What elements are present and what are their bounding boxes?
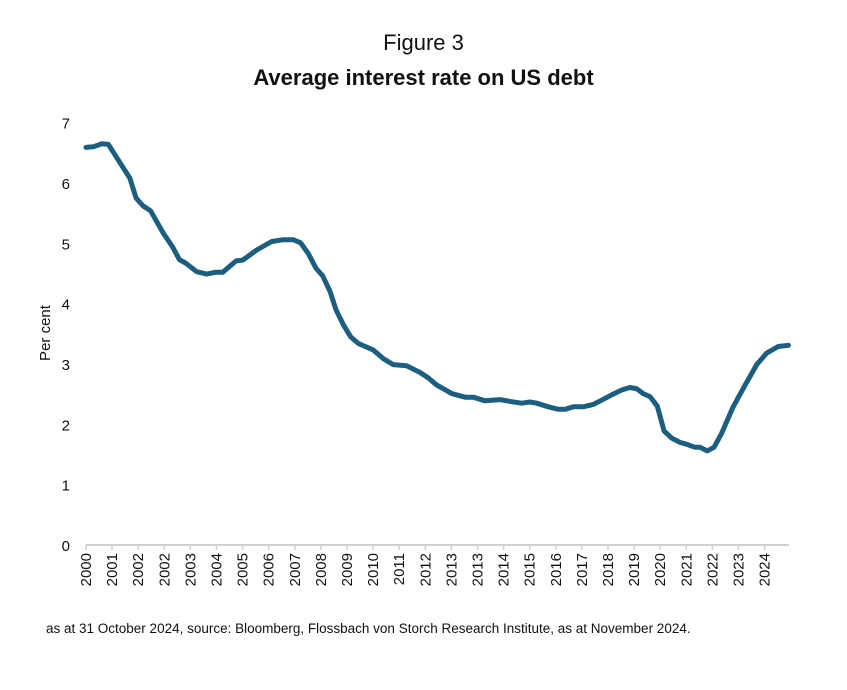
series-line xyxy=(83,141,791,454)
y-tick-label: 4 xyxy=(62,297,70,314)
x-tick-label: 2018 xyxy=(600,553,617,586)
y-tick-label: 6 xyxy=(62,176,70,193)
x-tick-label: 2009 xyxy=(339,553,356,586)
x-tick-label: 2017 xyxy=(574,553,591,586)
x-tick-label: 2012 xyxy=(417,553,434,586)
x-tick-label: 2002 xyxy=(130,553,147,586)
y-tick-label: 0 xyxy=(62,538,70,555)
y-axis-label: Per cent xyxy=(37,304,54,361)
x-tick-label: 2022 xyxy=(704,553,721,586)
x-tick-label: 2011 xyxy=(391,553,408,585)
figure-label: Figure 3 xyxy=(383,30,464,55)
x-axis: 2000 2001 2002 2002 2003 2004 2005 2006 2007 2008… xyxy=(78,544,789,586)
x-tick-label: 2006 xyxy=(261,553,278,586)
y-tick-label: 7 xyxy=(62,116,70,133)
x-tick-label: 2004 xyxy=(209,553,226,586)
footnote: as at 31 October 2024, source: Bloomberg… xyxy=(46,621,691,636)
y-axis: 0 1 2 3 4 5 6 7 xyxy=(62,116,70,555)
x-tick-label: 2002 xyxy=(156,553,173,586)
y-tick-label: 3 xyxy=(62,357,70,374)
x-tick-label: 2000 xyxy=(78,553,95,586)
x-tick-label: 2016 xyxy=(548,553,565,586)
x-tick-label: 2013 xyxy=(443,553,460,586)
x-tick-label: 2021 xyxy=(678,553,695,586)
x-tick-label: 2001 xyxy=(104,553,121,586)
x-tick-label: 2023 xyxy=(731,553,748,586)
x-tick-label: 2020 xyxy=(652,553,669,586)
x-tick-label: 2003 xyxy=(182,553,199,586)
x-tick-label: 2014 xyxy=(496,553,513,586)
x-tick-label: 2008 xyxy=(313,553,330,586)
y-tick-label: 2 xyxy=(62,417,70,434)
x-tick-label: 2019 xyxy=(626,553,643,586)
chart-title: Average interest rate on US debt xyxy=(253,65,594,90)
x-tick-label: 2005 xyxy=(235,553,252,586)
x-tick-label: 2024 xyxy=(757,553,774,586)
y-tick-label: 1 xyxy=(62,478,70,495)
x-tick-label: 2007 xyxy=(287,553,304,586)
x-tick-label: 2010 xyxy=(365,553,382,586)
x-tick-label: 2015 xyxy=(522,553,539,586)
x-tick-label: 2013 xyxy=(470,553,487,586)
y-tick-label: 5 xyxy=(62,236,70,253)
